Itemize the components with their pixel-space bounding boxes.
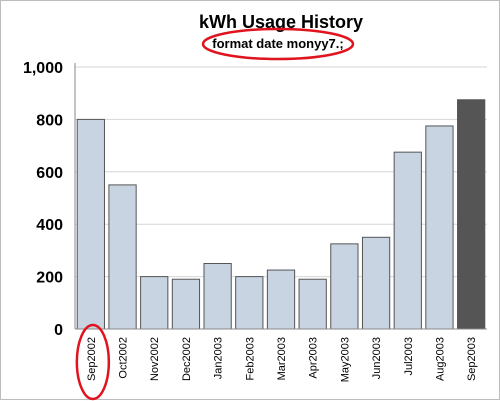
annotations [75,27,355,401]
x-tick-label: Nov2002 [149,337,161,381]
y-tick-label: 800 [36,112,63,129]
y-tick-labels: 0 200 400 600 800 1,000 [23,60,63,339]
subtitle-highlight-ellipse [201,27,355,61]
x-tick-label: Jan2003 [213,337,225,379]
y-tick-label: 1,000 [23,60,63,77]
bar-mar2003 [266,269,296,330]
bar-jun2003 [361,236,391,330]
bar-oct2002 [108,184,137,330]
bar-feb2003 [235,276,264,330]
bar-apr2003 [298,278,327,330]
x-tick-label: Sep2003 [466,337,478,381]
bar-jan2003 [203,263,232,330]
axes [74,63,487,330]
bar-sep2002 [76,118,105,330]
x-tick-label: Aug2003 [434,337,446,381]
y-tick-label: 600 [36,165,63,182]
gridlines [75,66,487,278]
bar-nov2002 [140,276,169,330]
x-tick-label: Oct2002 [118,337,130,379]
x-tick-labels: Sep2002 Oct2002 Nov2002 Dec2002 Jan2003 Feb20… [86,337,478,382]
x-tick-label: Dec2002 [181,337,193,381]
bars [76,99,486,330]
x-tick-label: Feb2003 [244,337,256,380]
first-tick-highlight-ellipse [75,323,111,401]
x-tick-label: Apr2003 [308,337,320,379]
chart-subtitle: format date monyy7.; [212,36,343,51]
x-tick-label: Jun2003 [371,337,383,379]
y-tick-label: 400 [36,217,63,234]
chart-title: kWh Usage History [199,12,363,32]
bar-jul2003 [393,151,422,330]
bar-may2003 [330,243,359,330]
x-tick-label: May2003 [339,337,351,382]
bar-aug2003 [425,125,454,330]
y-tick-label: 200 [36,270,63,287]
x-tick-label: Jul2003 [403,337,415,376]
x-tick-label: Sep2002 [86,337,98,381]
bar-sep2003 [457,99,486,330]
x-tick-label: Mar2003 [276,337,288,380]
y-tick-label: 0 [54,322,63,339]
bar-dec2002 [171,278,201,330]
